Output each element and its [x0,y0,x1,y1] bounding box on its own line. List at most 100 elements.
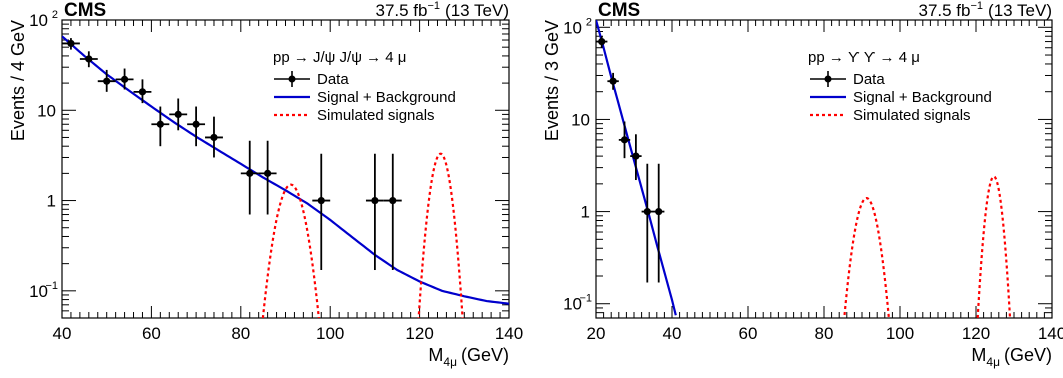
luminosity-exponent: −1 [971,0,984,12]
energy-label: (13 TeV) [445,1,509,20]
luminosity-value: 37.5 fb [919,1,971,20]
data-point-marker [85,55,93,63]
data-point-marker [192,120,200,128]
x-tick-label: 120 [962,324,990,343]
x-tick-label: 140 [1038,324,1063,343]
legend-process-label: pp → ϒ ϒ → 4 μ [808,49,920,66]
x-axis-label-main: M [971,345,986,365]
data-point [169,98,188,131]
fit-curve [596,20,677,316]
legend-data-marker [824,75,832,83]
legend-entry-2: Signal + Background [853,89,992,106]
data-point [312,153,331,271]
legend-entry-1: Data [853,71,885,88]
y-axis-label: Events / 3 GeV [542,20,562,141]
data-point [115,68,134,90]
legend-data-marker [288,75,296,83]
data-point [641,163,653,283]
x-axis-label: M4μ (GeV) [428,345,509,369]
data-point [383,153,402,271]
signal-peak-1 [261,183,320,318]
data-point-marker [120,75,129,83]
plot-area [596,20,1012,318]
x-axis-label-unit: (GeV) [1004,345,1052,365]
data-point-marker [632,152,640,160]
plot-area [62,35,509,318]
signal-peak-2 [417,152,464,318]
data-point [79,51,98,68]
experiment-label: CMS [64,0,106,21]
data-point-marker [643,207,651,216]
data-point [607,72,619,90]
luminosity-label: 37.5 fb−1 (13 TeV) [919,0,1053,20]
data-point-marker [174,110,182,119]
data-point [653,163,665,283]
x-axis-label: M4μ (GeV) [971,345,1052,369]
x-tick-label: 100 [316,324,344,343]
y-tick-label-exponent: 2 [52,9,58,21]
data-point-marker [264,169,272,177]
data-point [151,106,170,147]
data-point-marker [620,136,629,144]
energy-label: (13 TeV) [988,1,1052,20]
y-tick-label-exponent: 2 [586,16,592,28]
y-axis-label: Events / 4 GeV [8,20,28,141]
y-tick-label: 10 [37,101,56,120]
fit-curve [62,35,509,305]
data-point [596,36,608,48]
data-point [133,79,152,104]
x-axis-label-subscript: 4μ [986,355,1000,369]
data-point-marker [246,169,254,177]
data-point-marker [609,77,617,85]
data-point-marker [598,37,606,46]
x-tick-label: 140 [495,324,523,343]
data-point [187,106,206,147]
x-tick-label: 120 [405,324,433,343]
data-point [62,38,80,50]
x-axis-label-subscript: 4μ [443,355,457,369]
data-point-marker [371,196,379,205]
data-point-marker [210,133,218,142]
x-tick-label: 60 [739,324,758,343]
y-tick-label: 10 [29,11,48,30]
experiment-label: CMS [598,0,640,21]
legend-process-label: pp → J/ψ J/ψ → 4 μ [273,49,406,66]
data-point [97,69,116,92]
y-tick-label-exponent: −1 [579,293,592,305]
y-tick-label: 1 [581,203,590,222]
legend-entry-2: Signal + Background [317,89,456,106]
luminosity-label: 37.5 fb−1 (13 TeV) [376,0,510,20]
luminosity-value: 37.5 fb [376,1,428,20]
data-point [258,140,277,215]
y-tick-label-exponent: −1 [45,280,58,292]
data-point [618,121,631,159]
x-tick-label: 60 [142,324,161,343]
legend-entry-3: Simulated signals [317,107,435,124]
signal-peak-1 [843,197,890,318]
data-point-marker [655,207,663,216]
signal-peak-2 [976,175,1012,318]
x-tick-label: 80 [815,324,834,343]
luminosity-exponent: −1 [428,0,441,12]
data-point-marker [317,196,325,205]
data-point [630,134,642,181]
legend-entry-3: Simulated signals [853,107,971,124]
y-tick-label: 10 [29,282,48,301]
y-tick-label: 10 [563,18,582,37]
x-tick-label: 100 [886,324,914,343]
data-point [205,116,223,158]
data-point [240,140,259,215]
x-tick-label: 40 [53,324,72,343]
x-tick-label: 20 [587,324,606,343]
data-point-marker [67,39,75,48]
y-tick-label: 10 [571,110,590,129]
x-axis-label-main: M [428,345,443,365]
x-tick-label: 40 [663,324,682,343]
y-tick-label: 1 [47,192,56,211]
data-point-marker [389,196,397,205]
